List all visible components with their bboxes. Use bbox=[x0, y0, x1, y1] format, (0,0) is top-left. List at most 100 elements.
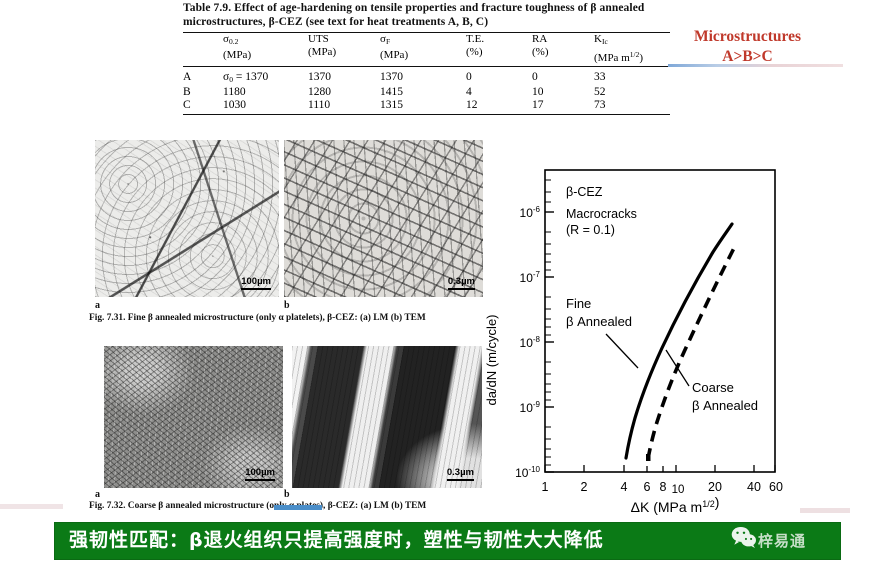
svg-text:2: 2 bbox=[581, 480, 588, 494]
chart-x-tick-labels: 1 2 4 6 8 10 20 40 60 bbox=[542, 480, 783, 496]
table-row: B 1180 1280 1415 4 10 52 bbox=[183, 86, 670, 99]
th-blank bbox=[183, 33, 223, 64]
cell-te: 12 bbox=[466, 99, 478, 111]
table-block: Table 7.9. Effect of age-hardening on te… bbox=[183, 2, 670, 115]
th-uts: UTS (MPa) bbox=[308, 33, 337, 58]
th-te: T.E. (%) bbox=[466, 33, 485, 58]
cell-sigma02: σ0 = 1370 bbox=[223, 71, 269, 84]
cell-sigmaf: 1315 bbox=[380, 99, 403, 111]
svg-text:10: 10 bbox=[672, 484, 685, 496]
svg-text:8: 8 bbox=[660, 480, 667, 494]
series-start-marker bbox=[646, 454, 651, 461]
scale-bar-100um: 100µm bbox=[245, 467, 275, 481]
micrograph-7-32-a: 100µm bbox=[104, 346, 283, 488]
figure-caption-7-31: Fig. 7.31. Fine β annealed microstructur… bbox=[89, 313, 426, 323]
chart-x-ticks bbox=[544, 465, 776, 472]
chart-annotation: β-CEZ Macrocracks (R = 0.1) bbox=[566, 185, 637, 237]
decorative-bar-left bbox=[0, 504, 63, 509]
table-caption: Table 7.9. Effect of age-hardening on te… bbox=[183, 2, 670, 29]
table-caption-line1: Table 7.9. Effect of age-hardening on te… bbox=[183, 2, 645, 14]
table-bottom-rule bbox=[183, 114, 670, 115]
chart-y-axis-label: da/dN (m/cycle) bbox=[484, 314, 499, 405]
summary-banner-text: 强韧性匹配：β退火组织只提高强度时，塑性与韧性大大降低 bbox=[69, 529, 604, 551]
wechat-icon bbox=[731, 526, 756, 548]
cell-sigma02: 1180 bbox=[223, 86, 246, 98]
svg-text:β Annealed: β Annealed bbox=[566, 314, 632, 329]
figure-label-b: b bbox=[284, 489, 290, 500]
fatigue-crack-growth-chart: 10-6 10-7 10-8 10-9 10-10 1 2 4 6 8 10 2… bbox=[470, 160, 890, 520]
micrograph-7-32-b: 0.3µm bbox=[292, 346, 482, 488]
svg-text:Macrocracks: Macrocracks bbox=[566, 207, 637, 221]
chart-y-minor-ticks bbox=[545, 179, 551, 466]
chart-y-ticks bbox=[545, 211, 554, 473]
chart-svg: 10-6 10-7 10-8 10-9 10-10 1 2 4 6 8 10 2… bbox=[484, 169, 783, 515]
svg-text:10-10: 10-10 bbox=[515, 465, 540, 480]
row-label: B bbox=[183, 86, 191, 98]
chart-x-axis-label: ΔK (MPa m1/2) bbox=[631, 494, 720, 515]
cell-uts: 1280 bbox=[308, 86, 331, 98]
table-row: A σ0 = 1370 1370 1370 0 0 33 bbox=[183, 71, 670, 86]
figure-label-a: a bbox=[95, 300, 100, 311]
callout-coarse: Coarse β Annealed bbox=[665, 349, 758, 413]
figure-label-a: a bbox=[95, 489, 100, 500]
cell-uts: 1110 bbox=[308, 99, 331, 111]
row-label: A bbox=[183, 71, 192, 83]
cell-ra: 10 bbox=[532, 86, 544, 98]
scale-bar-100um: 100µm bbox=[241, 276, 271, 290]
svg-text:10-8: 10-8 bbox=[520, 335, 541, 350]
cell-ra: 17 bbox=[532, 99, 544, 111]
table-mid-rule bbox=[183, 66, 670, 67]
table-row: C 1030 1110 1315 12 17 73 bbox=[183, 99, 670, 112]
svg-text:β-CEZ: β-CEZ bbox=[566, 185, 603, 199]
decorative-bar-middle bbox=[274, 505, 322, 510]
chart-y-tick-labels: 10-6 10-7 10-8 10-9 10-10 bbox=[515, 205, 540, 480]
cell-te: 4 bbox=[466, 86, 472, 98]
cell-te: 0 bbox=[466, 71, 472, 83]
figure-label-b: b bbox=[284, 300, 290, 311]
properties-table-body: A σ0 = 1370 1370 1370 0 0 33 B 1180 1280… bbox=[183, 71, 670, 112]
th-sigmaf: σF (MPa) bbox=[380, 33, 409, 61]
cell-uts: 1370 bbox=[308, 71, 331, 83]
figure-caption-7-32: Fig. 7.32. Coarse β annealed microstruct… bbox=[89, 501, 427, 511]
table-caption-line2: microstructures, β-CEZ (see text for hea… bbox=[183, 15, 489, 28]
scale-bar-03um: 0.3µm bbox=[447, 276, 475, 290]
cell-kic: 33 bbox=[594, 71, 606, 83]
cell-sigmaf: 1370 bbox=[380, 71, 403, 83]
svg-text:4: 4 bbox=[621, 480, 628, 494]
th-kic: KIc (MPa m1/2) bbox=[594, 33, 644, 64]
svg-text:10-7: 10-7 bbox=[520, 270, 541, 285]
row-label: C bbox=[183, 99, 191, 111]
cell-kic: 52 bbox=[594, 86, 606, 98]
svg-text:40: 40 bbox=[747, 480, 761, 494]
annotation-line1: Microstructures bbox=[693, 28, 802, 45]
micrograph-7-31-a: 100µm bbox=[95, 140, 279, 297]
cell-ra: 0 bbox=[532, 71, 538, 83]
annotation-line2: A>B>C bbox=[722, 48, 773, 65]
svg-text:Coarse: Coarse bbox=[692, 380, 734, 395]
svg-text:β Annealed: β Annealed bbox=[692, 398, 758, 413]
svg-text:20: 20 bbox=[708, 480, 722, 494]
cell-kic: 73 bbox=[594, 99, 606, 111]
table-header-row: σ0.2 (MPa) UTS (MPa) σF (MPa) T.E. (%) RA (%)… bbox=[183, 33, 670, 64]
annotation-underline bbox=[668, 64, 843, 67]
series-fine-beta-annealed bbox=[624, 222, 734, 460]
watermark-brand: 梓易通 bbox=[758, 532, 807, 550]
series-coarse-beta-annealed bbox=[646, 243, 738, 460]
svg-text:10-6: 10-6 bbox=[520, 205, 541, 220]
svg-text:10-9: 10-9 bbox=[520, 400, 541, 415]
decorative-bar-right bbox=[800, 508, 850, 513]
cell-sigmaf: 1415 bbox=[380, 86, 403, 98]
svg-text:1: 1 bbox=[542, 480, 549, 494]
callout-fine: Fine β Annealed bbox=[566, 296, 639, 369]
chart-plot-frame bbox=[544, 169, 776, 473]
svg-text:Fine: Fine bbox=[566, 296, 591, 311]
th-sigma02: σ0.2 (MPa) bbox=[223, 33, 252, 61]
scale-bar-03um: 0.3µm bbox=[446, 467, 474, 481]
svg-text:60: 60 bbox=[769, 480, 783, 494]
th-ra: RA (%) bbox=[532, 33, 549, 58]
table-top-rule bbox=[183, 32, 670, 33]
properties-table: σ0.2 (MPa) UTS (MPa) σF (MPa) T.E. (%) RA (%)… bbox=[183, 33, 670, 64]
svg-text:(R = 0.1): (R = 0.1) bbox=[566, 223, 615, 237]
svg-text:6: 6 bbox=[644, 480, 651, 494]
